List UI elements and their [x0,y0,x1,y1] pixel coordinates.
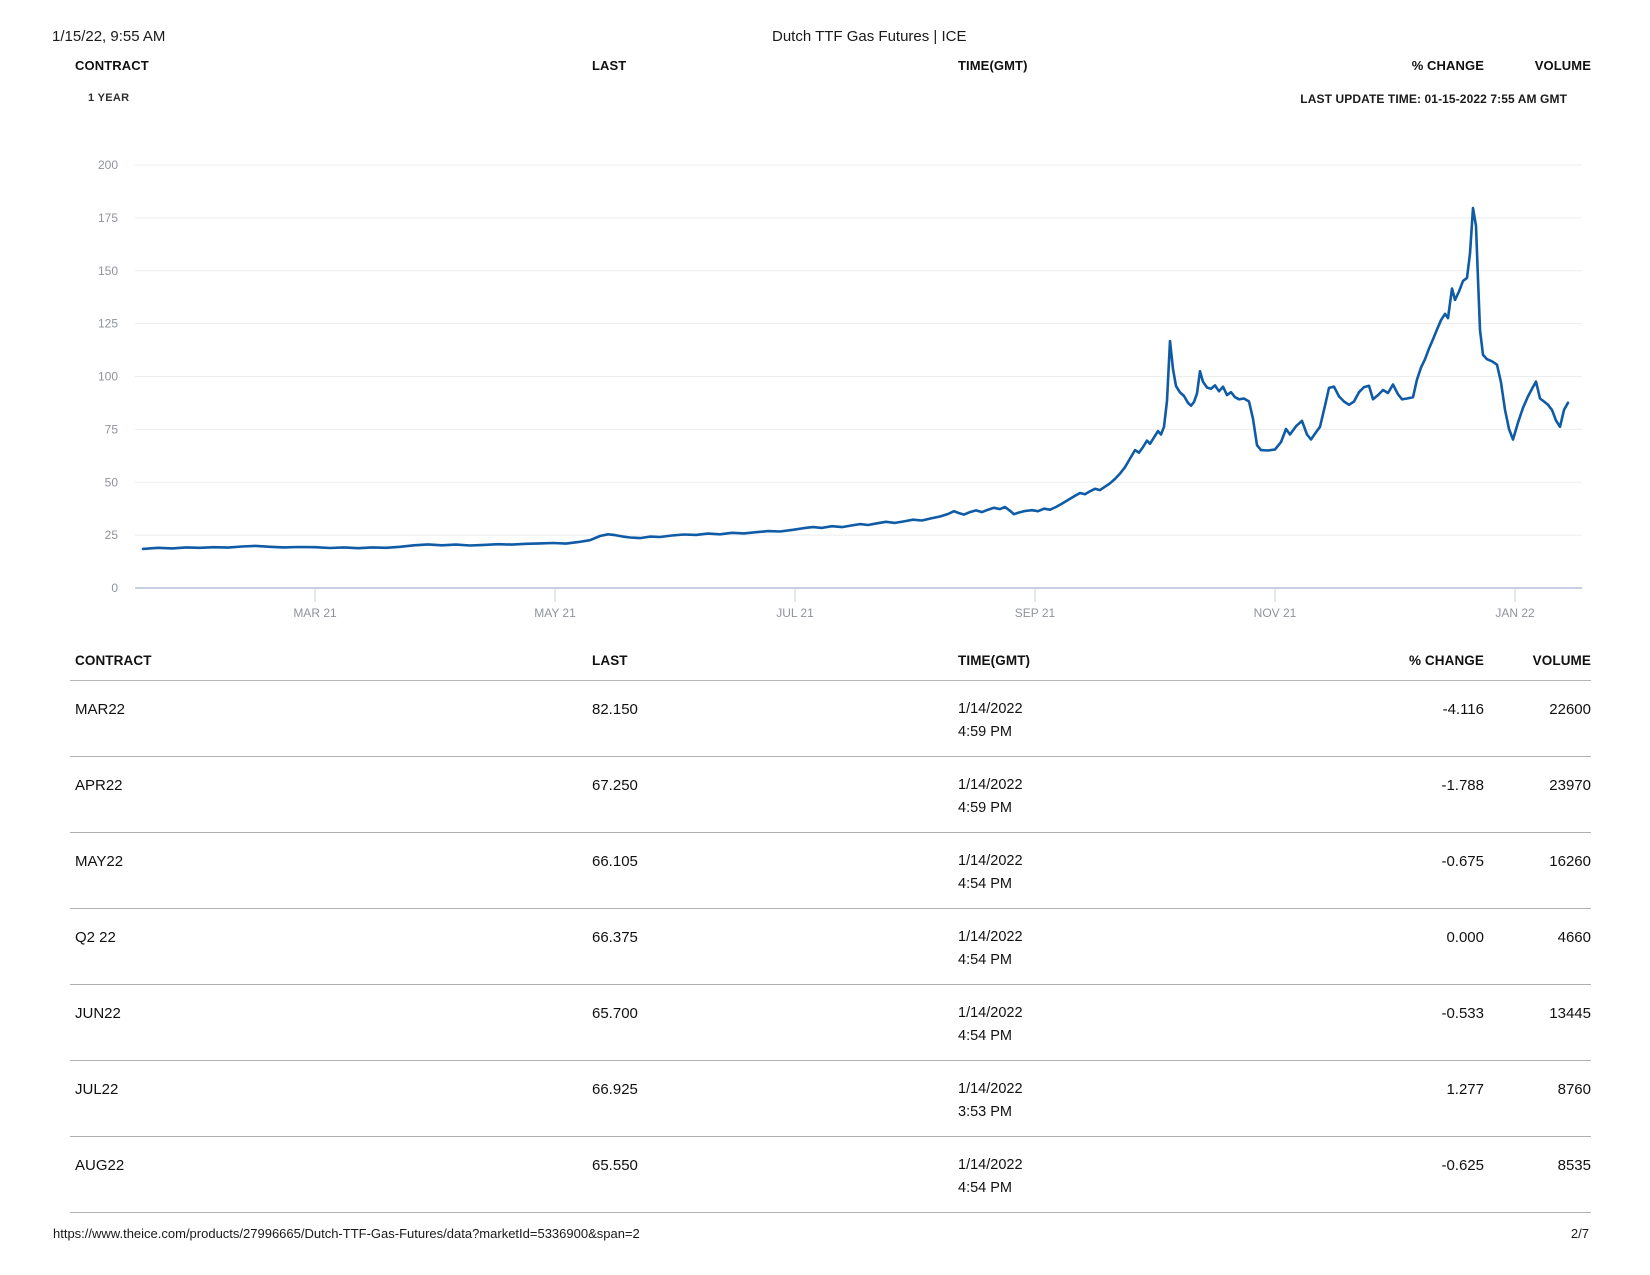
print-datetime: 1/15/22, 9:55 AM [52,28,166,45]
percent-change-cell: -0.533 [1441,1005,1484,1022]
price-line-series [141,206,1570,551]
table-header-volume: VOLUME [1532,652,1591,668]
volume-cell: 8760 [1557,1081,1591,1098]
contract-cell: MAR22 [75,701,126,718]
volume-cell: 4660 [1557,929,1591,946]
table-row: JUL22 66.925 1/14/2022 3:53 PM 1.277 8760 [70,1061,1591,1137]
table-row: AUG22 65.550 1/14/2022 4:54 PM -0.625 8535 [70,1137,1591,1213]
volume-cell: 8535 [1557,1157,1591,1174]
table-header-change: % CHANGE [1408,652,1484,668]
time-cell: 1/14/2022 4:59 PM [958,701,1023,740]
table-header-time: TIME(GMT) [958,652,1031,668]
table-row: MAY22 66.105 1/14/2022 4:54 PM -0.675 16260 [70,833,1591,909]
x-axis-label: NOV 21 [1254,606,1297,620]
y-axis-label: 0 [111,581,118,595]
contract-cell: AUG22 [75,1157,125,1174]
last-price-cell: 65.550 [592,1157,638,1174]
contract-cell: JUN22 [75,1005,121,1022]
x-axis-label: JUL 21 [776,606,814,620]
table-header-last: LAST [592,652,628,668]
volume-cell: 22600 [1549,701,1591,718]
last-price-cell: 66.105 [592,853,638,870]
percent-change-cell: 0.000 [1446,929,1484,946]
table-header-row: CONTRACT LAST TIME(GMT) % CHANGE VOLUME [70,640,1591,681]
volume-cell: 23970 [1549,777,1591,794]
table-body: MAR22 82.150 1/14/2022 4:59 PM -4.116 22600 AP… [70,681,1591,1213]
time-cell: 1/14/2022 4:54 PM [958,929,1023,968]
futures-table: CONTRACT LAST TIME(GMT) % CHANGE VOLUME … [70,640,1591,1213]
time-cell: 1/14/2022 4:54 PM [958,1157,1023,1196]
volume-cell: 13445 [1549,1005,1591,1022]
contract-cell: APR22 [75,777,123,794]
y-axis-label: 50 [105,475,119,489]
top-column-header: CONTRACT LAST TIME(GMT) % CHANGE VOLUME [70,58,1591,84]
last-price-cell: 66.925 [592,1081,638,1098]
last-price-cell: 66.375 [592,929,638,946]
time-cell: 1/14/2022 4:54 PM [958,1005,1023,1044]
percent-change-cell: 1.277 [1446,1081,1484,1098]
y-axis-label: 25 [105,528,119,542]
last-price-cell: 82.150 [592,701,638,718]
table-row: Q2 22 66.375 1/14/2022 4:54 PM 0.000 4660 [70,909,1591,985]
print-footer: https://www.theice.com/products/27996665… [53,1226,1589,1241]
table-row: JUN22 65.700 1/14/2022 4:54 PM -0.533 13445 [70,985,1591,1061]
top-header-last: LAST [592,58,627,73]
percent-change-cell: -1.788 [1441,777,1484,794]
y-axis-label: 150 [98,264,118,278]
percent-change-cell: -0.675 [1441,853,1484,870]
x-axis-label: MAR 21 [293,606,337,620]
contract-cell: Q2 22 [75,929,116,946]
top-header-time: TIME(GMT) [958,58,1028,73]
y-axis-label: 175 [98,211,118,225]
table-row: MAR22 82.150 1/14/2022 4:59 PM -4.116 22600 [70,681,1591,757]
x-axis-label: SEP 21 [1015,606,1056,620]
time-cell: 1/14/2022 4:59 PM [958,777,1023,816]
y-axis-label: 100 [98,370,118,384]
top-header-contract: CONTRACT [75,58,149,73]
print-page-number: 2/7 [1570,1226,1589,1241]
percent-change-cell: -0.625 [1441,1157,1484,1174]
range-selector-label: 1 YEAR [88,92,130,104]
volume-cell: 16260 [1549,853,1591,870]
x-axis-label: JAN 22 [1495,606,1535,620]
table-header-contract: CONTRACT [75,652,152,668]
time-cell: 1/14/2022 3:53 PM [958,1081,1023,1120]
page-title: Dutch TTF Gas Futures | ICE [772,28,967,45]
top-header-volume: VOLUME [1534,58,1591,73]
y-axis-label: 125 [98,317,118,331]
print-footer-url: https://www.theice.com/products/27996665… [53,1226,640,1241]
last-update-time: LAST UPDATE TIME: 01-15-2022 7:55 AM GMT [1300,92,1567,106]
contract-cell: MAY22 [75,853,124,870]
price-chart: 0 25 50 75 100 125 150 175 200 MAR 21 MAY 21 JUL 21… [98,158,1582,620]
x-axis-label: MAY 21 [534,606,576,620]
last-price-cell: 65.700 [592,1005,638,1022]
last-price-cell: 67.250 [592,777,638,794]
percent-change-cell: -4.116 [1442,701,1484,718]
time-cell: 1/14/2022 4:54 PM [958,853,1023,892]
y-axis-label: 200 [98,158,118,172]
table-row: APR22 67.250 1/14/2022 4:59 PM -1.788 23970 [70,757,1591,833]
y-axis-label: 75 [105,422,119,436]
top-header-change: % CHANGE [1411,58,1484,73]
contract-cell: JUL22 [75,1081,119,1098]
